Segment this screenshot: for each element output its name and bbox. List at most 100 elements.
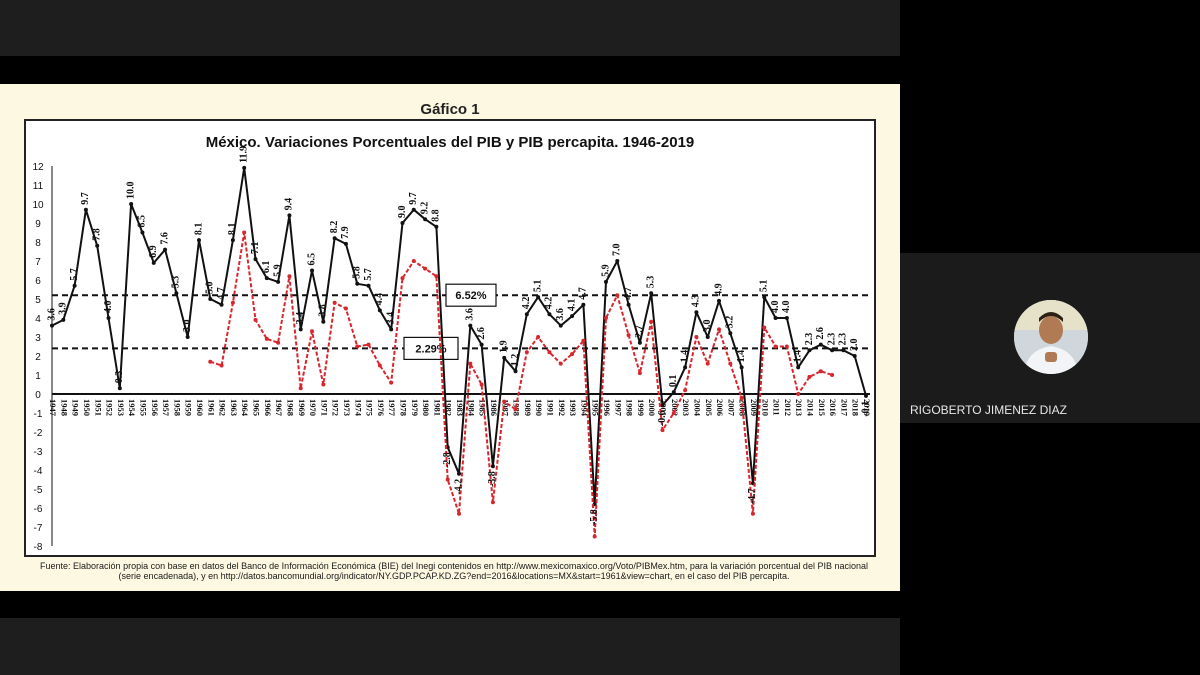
data-point-pib_percapita	[796, 392, 801, 396]
x-tick-label: 1994	[579, 399, 589, 417]
y-tick-label: 8	[35, 238, 41, 249]
x-tick-label: 2002	[670, 399, 680, 416]
data-point-pib	[411, 207, 416, 212]
data-label: 4.2	[521, 297, 532, 310]
data-point-pib	[479, 342, 484, 347]
data-point-pib_percapita	[490, 500, 495, 505]
data-label: 1.2	[510, 354, 521, 367]
data-point-pib	[603, 279, 608, 284]
data-point-pib	[140, 230, 145, 235]
data-label: 7.9	[340, 226, 351, 239]
data-label: 2.7	[634, 325, 645, 338]
data-label: 4.9	[713, 283, 724, 296]
x-tick-label: 1959	[184, 399, 194, 416]
x-tick-label: 1977	[387, 399, 397, 417]
data-label: 3.9	[58, 302, 69, 315]
data-label: 0.3	[114, 371, 125, 384]
chart-frame: México. Variaciones Porcentuales del PIB…	[24, 119, 876, 557]
data-point-pib	[61, 317, 66, 322]
data-label: 3.6	[465, 308, 476, 321]
x-tick-label: 1951	[93, 399, 103, 416]
data-point-pib	[705, 335, 710, 339]
x-tick-label: 1987	[500, 399, 510, 417]
data-label: 9.0	[397, 206, 408, 219]
data-point-pib	[570, 314, 575, 319]
x-tick-label: 1950	[82, 399, 92, 416]
x-tick-label: 1962	[218, 399, 228, 416]
data-point-pib_percapita	[400, 276, 405, 281]
data-label: 3.4	[385, 312, 396, 325]
x-tick-label: 1991	[545, 399, 555, 416]
x-tick-label: 2006	[715, 399, 725, 416]
data-point-pib	[502, 355, 507, 360]
data-label: 10.0	[125, 182, 136, 200]
y-tick-label: 2	[35, 352, 41, 363]
x-tick-label: 1997	[613, 399, 623, 417]
x-tick-label: 2016	[828, 399, 838, 416]
data-point-pib	[830, 348, 835, 353]
data-point-pib	[728, 331, 733, 336]
x-tick-label: 2005	[704, 399, 714, 416]
data-label: 8.1	[227, 223, 238, 236]
data-label: 5.1	[759, 280, 770, 293]
participant-tile[interactable]: RIGOBERTO JIMENEZ DIAZ	[900, 253, 1200, 423]
data-point-pib	[230, 238, 235, 243]
data-point-pib	[117, 386, 122, 391]
data-point-pib_percapita	[547, 350, 552, 355]
data-point-pib_percapita	[298, 386, 303, 391]
x-tick-label: 2003	[681, 399, 691, 416]
y-tick-label: 11	[33, 181, 44, 192]
data-point-pib	[683, 365, 688, 370]
x-tick-label: 1974	[353, 399, 363, 417]
x-tick-label: 1976	[376, 399, 386, 416]
x-tick-label: 1948	[59, 399, 69, 416]
data-point-pib_percapita	[513, 407, 518, 412]
data-point-pib	[513, 369, 518, 374]
data-label: 4.7	[623, 287, 634, 300]
data-label: -0.6	[657, 410, 668, 426]
data-point-pib_percapita	[310, 329, 315, 334]
data-point-pib_percapita	[445, 477, 450, 482]
data-point-pib	[366, 283, 371, 288]
data-label: 4.3	[691, 295, 702, 308]
data-point-pib_percapita	[603, 316, 608, 320]
series-line-pib	[51, 166, 867, 506]
x-tick-label: 1978	[399, 399, 409, 416]
data-point-pib	[739, 365, 744, 370]
x-tick-label: 1970	[308, 399, 318, 416]
x-tick-label: 1992	[557, 399, 567, 416]
data-point-pib	[163, 247, 168, 252]
data-point-pib_percapita	[524, 350, 529, 355]
data-label: 11.9	[238, 146, 249, 163]
data-point-pib_percapita	[457, 511, 461, 516]
data-label: -5.8	[589, 509, 600, 525]
x-tick-label: 1956	[150, 399, 160, 416]
data-label: 8.1	[193, 223, 204, 236]
data-point-pib	[524, 312, 529, 317]
data-point-pib	[784, 316, 789, 320]
x-tick-label: 1995	[591, 399, 601, 416]
y-tick-label: 3	[35, 333, 41, 344]
data-point-pib	[400, 221, 405, 225]
data-point-pib_percapita	[230, 300, 235, 305]
y-tick-label: 1	[35, 371, 41, 382]
data-point-pib_percapita	[830, 373, 835, 377]
data-label: 2.3	[804, 333, 815, 346]
data-point-pib	[660, 403, 665, 408]
data-point-pib_percapita	[728, 361, 733, 366]
data-label: 4.0	[770, 301, 781, 314]
data-point-pib	[547, 312, 552, 317]
chart-title: México. Variaciones Porcentuales del PIB…	[206, 134, 695, 151]
data-point-pib_percapita	[366, 342, 371, 347]
x-tick-label: 1949	[71, 399, 81, 416]
presentation-slide: Gáfico 1 México. Variaciones Porcentuale…	[0, 84, 900, 671]
data-point-pib_percapita	[264, 336, 269, 341]
data-point-pib	[864, 393, 868, 398]
data-point-pib_percapita	[570, 352, 575, 357]
x-tick-label: 1996	[602, 399, 612, 416]
y-tick-label: 4	[35, 314, 41, 325]
x-tick-label: 1969	[297, 399, 307, 416]
x-tick-label: 2000	[647, 399, 657, 416]
data-point-pib	[95, 243, 100, 248]
average-label: 2.29%	[415, 343, 446, 355]
